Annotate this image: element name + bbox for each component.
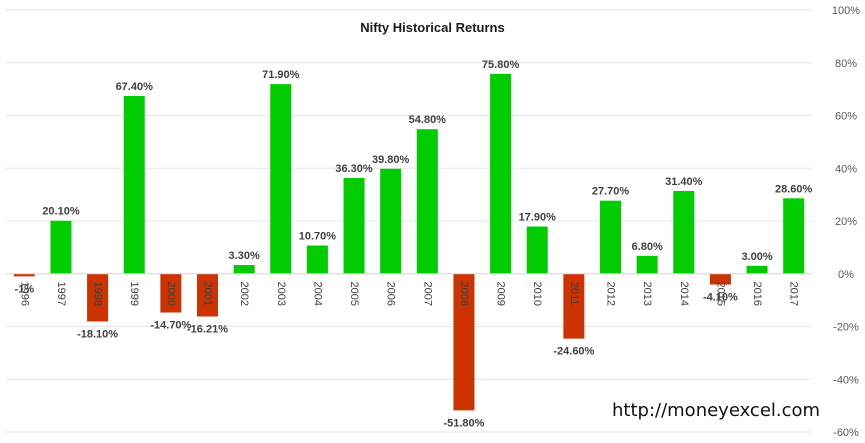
y-tick-label: 100% [832,5,860,17]
bar [87,273,109,322]
bar [526,226,548,274]
data-label: 71.90% [262,69,300,81]
x-tick-label: 2014 [678,282,690,306]
y-tick-label: -60% [833,427,859,439]
bar [746,265,768,274]
bar [416,129,438,274]
data-label: 6.80% [632,241,663,253]
data-label: 75.80% [482,59,520,71]
data-label: -4.10% [703,292,738,304]
x-tick-label: 2015 [714,282,726,306]
y-tick-label: 20% [835,216,857,228]
y-tick-label: -40% [833,374,859,386]
bar [13,273,35,277]
x-tick-label: 2010 [531,282,543,306]
x-tick-label: 2001 [202,282,214,306]
data-label: 27.70% [592,186,630,198]
y-tick-label: 60% [835,111,857,123]
bar [709,273,731,285]
x-tick-label: 1997 [55,282,67,306]
x-tick-label: 2009 [495,282,507,306]
data-label: 10.70% [299,231,337,243]
x-tick-label: 2016 [751,282,763,306]
x-tick-label: 2000 [165,282,177,306]
bar [600,200,621,274]
x-tick-label: 2013 [641,282,653,306]
data-label: -51.80% [443,417,484,429]
chart-title: Nifty Historical Returns [360,20,505,35]
bar [380,168,402,274]
data-label: -18.10% [77,328,118,340]
watermark: http://moneyexcel.com [612,400,821,421]
x-tick-label: 2004 [311,282,323,306]
bar [343,178,365,274]
data-label: -14.70% [150,320,191,332]
bar [123,95,145,274]
data-label: -1% [15,283,35,295]
x-tick-label: 2017 [788,282,800,306]
x-tick-label: 1998 [92,282,104,306]
y-tick-label: 40% [835,163,857,175]
bar [270,84,292,274]
data-label: 20.10% [42,206,80,218]
y-tick-label: 0% [838,269,854,281]
bar [160,273,182,313]
bar [306,245,328,274]
data-label: -24.60% [553,346,594,358]
bar [50,220,72,274]
bar [197,273,218,317]
y-tick-label: 80% [835,58,857,70]
bar [783,198,805,274]
data-label: 31.40% [665,176,703,188]
data-label: -16.21% [187,324,228,336]
data-label: 36.30% [335,163,373,175]
x-tick-label: 2002 [238,282,250,306]
data-label: 28.60% [775,183,813,195]
bar [233,265,255,274]
bar [636,255,658,274]
data-label: 54.80% [409,114,447,126]
bar [563,273,585,339]
y-tick-label: -20% [833,322,859,334]
x-tick-label: 1999 [128,282,140,306]
x-tick-label: 2003 [275,282,287,306]
x-tick-label: 2006 [385,282,397,306]
bar [673,190,695,274]
x-tick-label: 2008 [458,282,470,306]
bar [490,73,512,274]
x-tick-label: 1996 [18,282,30,306]
data-label: 39.80% [372,154,410,166]
data-label: 67.40% [116,81,154,93]
x-tick-label: 2012 [605,282,617,306]
data-label: 17.90% [519,212,557,224]
bar [453,273,475,411]
data-label: 3.30% [229,250,260,262]
x-tick-label: 2005 [348,282,360,306]
x-tick-label: 2007 [421,282,433,306]
x-tick-label: 2011 [568,282,580,306]
data-label: 3.00% [741,251,772,263]
